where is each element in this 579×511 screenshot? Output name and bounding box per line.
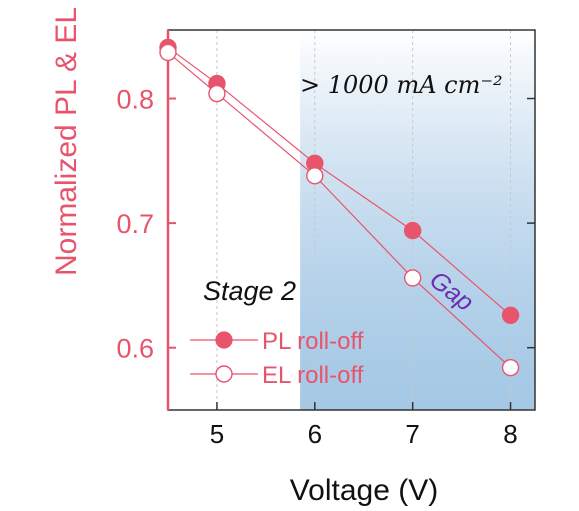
pl-data-point [501, 306, 520, 325]
el-data-point [159, 43, 177, 62]
el-data-point [306, 167, 324, 185]
legend: PL roll-off EL roll-off [190, 328, 364, 389]
current-density-label: > 1000 mA cm⁻² [300, 71, 503, 99]
el-data-point [403, 269, 422, 287]
y-tick-label: 0.6 [116, 334, 154, 364]
legend-el-label: EL roll-off [262, 362, 364, 389]
y-axis-label: Normalized PL & EL [50, 7, 83, 276]
pl-data-point [403, 221, 422, 240]
el-data-point [208, 84, 226, 103]
x-axis-label: Voltage (V) [290, 474, 438, 507]
x-ticks: 5 6 7 8 [210, 402, 518, 449]
y-tick-label: 0.8 [116, 85, 154, 115]
x-tick-label: 5 [210, 419, 224, 449]
y-tick-label: 0.7 [116, 209, 154, 239]
high-current-region [300, 30, 535, 410]
x-tick-label: 6 [308, 419, 322, 449]
x-tick-label: 8 [503, 419, 517, 449]
el-data-point [501, 358, 520, 377]
x-tick-label: 7 [405, 419, 419, 449]
series-group [159, 38, 520, 377]
stage-label: Stage 2 [203, 276, 296, 306]
y-ticks: 0.6 0.7 0.8 [116, 85, 535, 364]
legend-el-marker [215, 365, 233, 383]
legend-pl-marker [215, 331, 233, 349]
legend-pl-label: PL roll-off [262, 328, 364, 355]
